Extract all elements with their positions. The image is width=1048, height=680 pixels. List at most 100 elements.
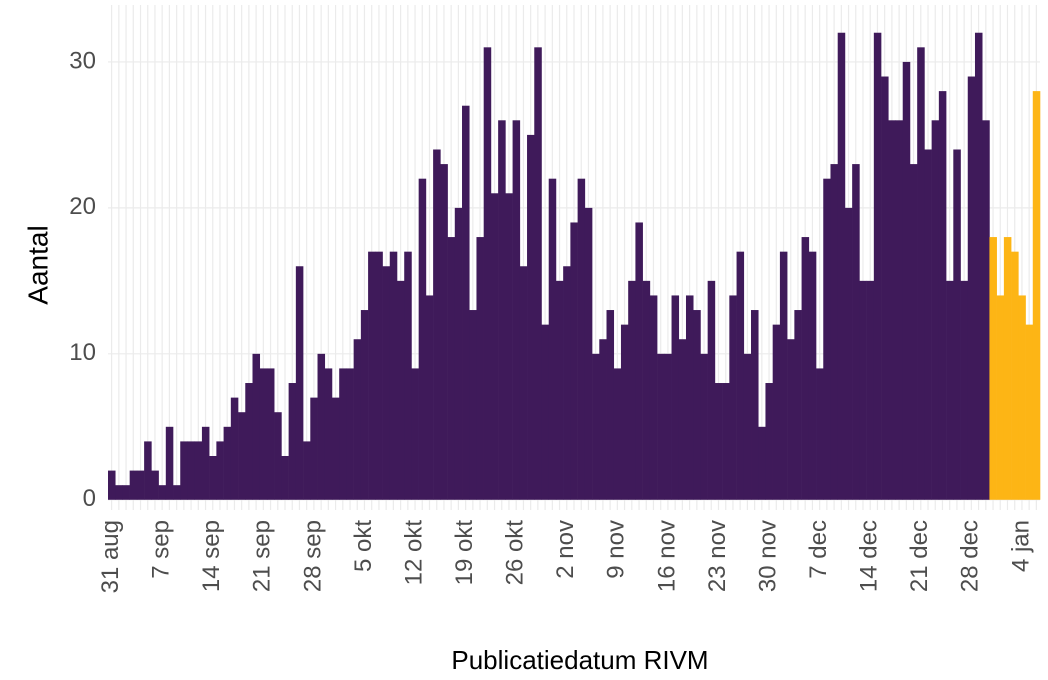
bar <box>288 383 297 500</box>
bar <box>938 91 947 500</box>
bar <box>303 441 311 500</box>
bar <box>830 164 839 500</box>
bar <box>599 339 607 500</box>
bar <box>765 383 773 500</box>
bar <box>136 470 145 500</box>
bar <box>375 251 383 500</box>
bar <box>187 441 195 500</box>
bar <box>895 120 904 500</box>
bar <box>722 383 730 500</box>
bar <box>888 120 896 500</box>
x-tick-label: 26 okt <box>502 520 529 586</box>
bar <box>115 485 123 500</box>
bar <box>360 310 369 500</box>
bar <box>678 339 687 500</box>
bar <box>505 193 513 500</box>
bar <box>1032 91 1041 500</box>
bar <box>324 368 333 500</box>
x-tick-label: 7 sep <box>148 520 175 579</box>
bar <box>758 426 766 500</box>
bar <box>751 310 759 500</box>
bar <box>129 470 138 500</box>
bar <box>794 310 802 500</box>
bar <box>180 441 188 500</box>
x-axis-label: Publicatiedatum RIVM <box>451 645 708 675</box>
bar <box>1018 295 1026 500</box>
bar <box>881 76 889 500</box>
x-tick-label: 14 dec <box>856 520 883 592</box>
bar <box>902 61 911 500</box>
bar <box>209 455 217 500</box>
bar <box>642 280 651 500</box>
bar <box>346 368 354 500</box>
bar <box>649 295 658 500</box>
bar <box>996 295 1005 500</box>
bar <box>837 32 846 500</box>
bar <box>844 207 853 500</box>
bar <box>469 310 477 500</box>
bar <box>967 76 976 500</box>
bar <box>577 178 586 500</box>
x-tick-label: 5 okt <box>350 520 377 572</box>
y-tick-label: 30 <box>69 47 96 74</box>
x-tick-label: 2 nov <box>552 520 579 579</box>
bar <box>223 426 232 500</box>
bar <box>548 178 557 500</box>
bar <box>527 134 535 500</box>
bar <box>960 280 969 500</box>
x-tick-label: 16 nov <box>653 520 680 592</box>
bar <box>194 441 203 500</box>
bar <box>816 368 824 500</box>
bar <box>808 251 817 500</box>
bar <box>418 178 427 500</box>
bar <box>440 164 448 500</box>
bar <box>736 251 745 500</box>
x-tick-label: 31 aug <box>97 520 124 593</box>
y-tick-label: 20 <box>69 193 96 220</box>
bar <box>779 251 788 500</box>
bar <box>729 295 737 500</box>
bar <box>1025 324 1034 500</box>
bar <box>924 149 932 500</box>
bar <box>613 368 622 500</box>
bar <box>743 353 752 500</box>
bar <box>714 383 723 500</box>
bar <box>974 32 983 500</box>
bar <box>238 412 246 500</box>
bar <box>317 353 326 500</box>
x-tick-label: 23 nov <box>704 520 731 592</box>
bar <box>454 207 463 500</box>
x-tick-label: 30 nov <box>754 520 781 592</box>
x-tick-label: 28 sep <box>299 520 326 592</box>
bar <box>606 310 615 500</box>
bar <box>396 280 405 500</box>
bar <box>584 207 593 500</box>
bar <box>490 193 499 500</box>
bar <box>368 251 376 500</box>
bar <box>671 295 680 500</box>
bar <box>158 485 167 500</box>
bar <box>252 353 261 500</box>
bar <box>462 105 470 500</box>
bar <box>563 266 571 500</box>
bar <box>498 120 506 500</box>
bar <box>295 266 304 500</box>
bar <box>946 280 954 500</box>
bar <box>411 368 419 500</box>
bar <box>772 324 781 500</box>
bar <box>541 324 550 500</box>
bar <box>866 280 875 500</box>
bar <box>245 383 253 500</box>
y-axis-label: Aantal <box>22 225 53 304</box>
bar <box>859 280 867 500</box>
bar <box>151 470 159 500</box>
bar <box>389 251 398 500</box>
bar <box>852 164 860 500</box>
bar <box>1011 251 1019 500</box>
bar <box>801 237 810 500</box>
bar <box>628 280 636 500</box>
bar <box>570 222 578 500</box>
x-tick-label: 21 sep <box>249 520 276 592</box>
bar <box>657 353 665 500</box>
bar <box>700 353 708 500</box>
